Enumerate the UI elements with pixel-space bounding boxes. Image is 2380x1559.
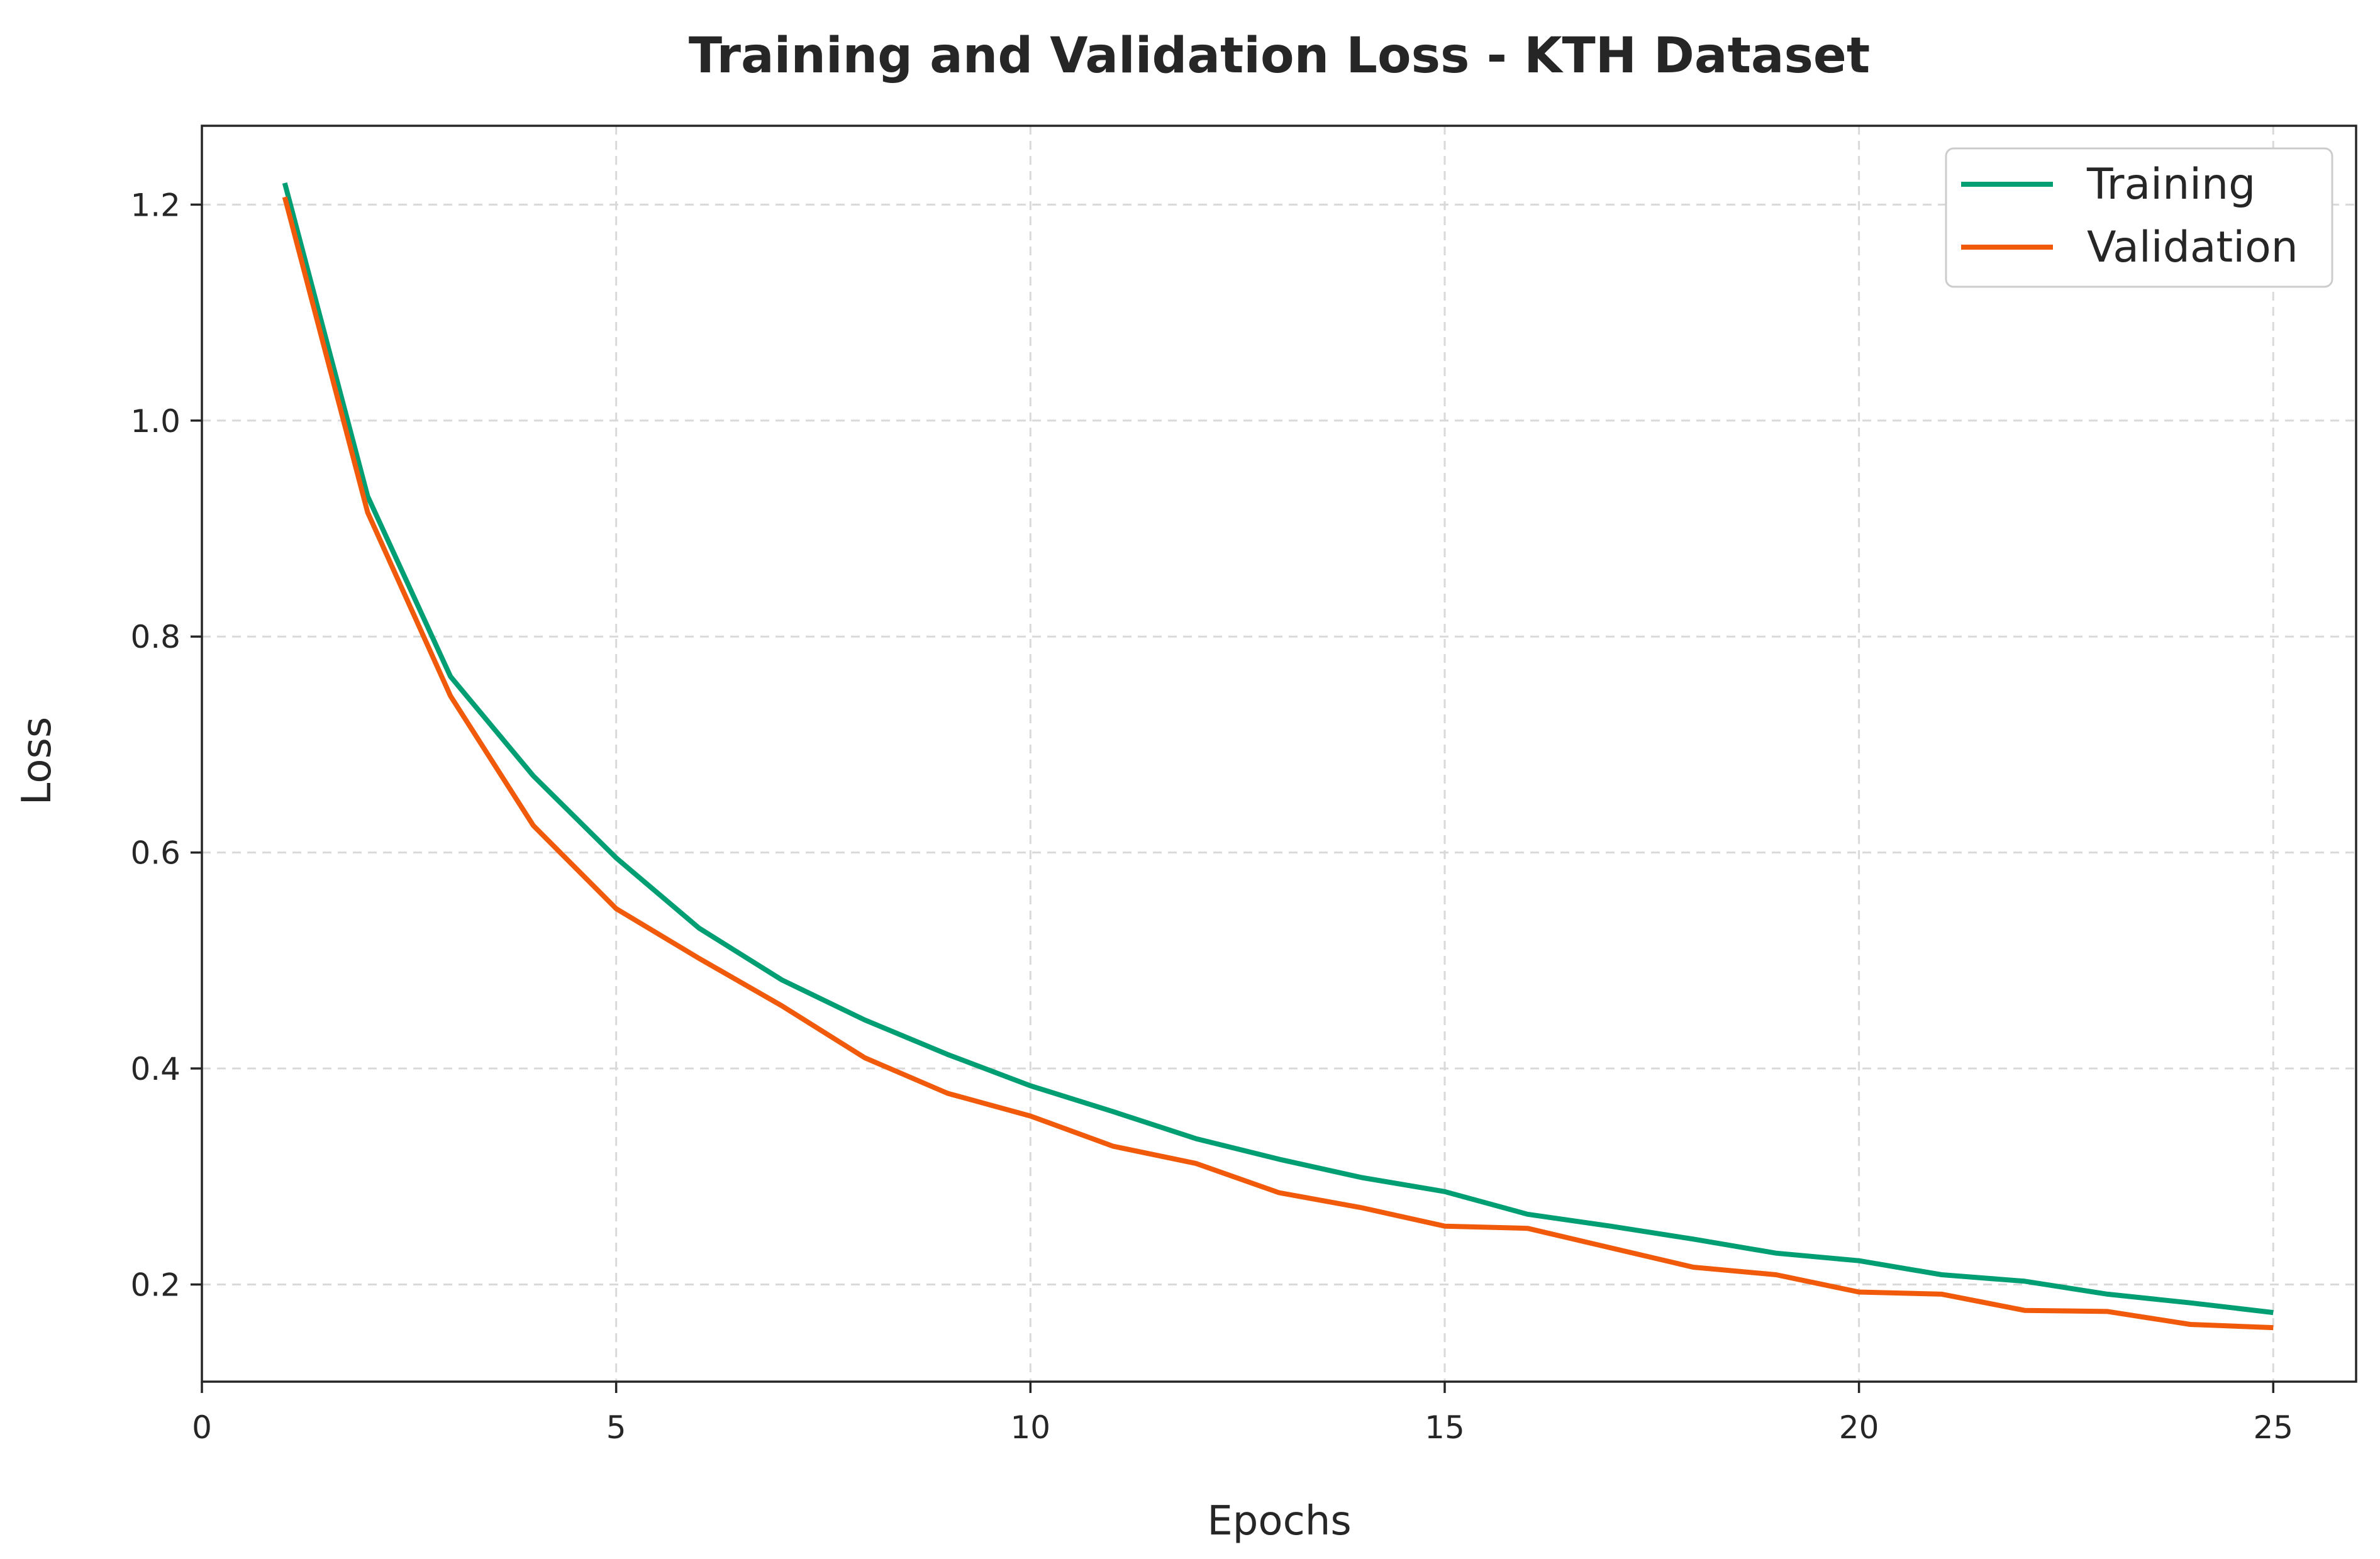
y-tick-label: 1.2 <box>130 187 181 223</box>
validation-series-line <box>282 196 2274 1331</box>
y-tick-label: 1.0 <box>130 403 181 440</box>
training-series-line <box>282 182 2274 1316</box>
plot-frame <box>201 125 2357 1383</box>
y-tick-label: 0.4 <box>130 1051 181 1087</box>
x-tick-label: 0 <box>192 1409 212 1446</box>
chart-title: Training and Validation Loss - KTH Datas… <box>689 28 1870 84</box>
x-tick-label: 10 <box>1010 1409 1050 1446</box>
legend: Training Validation <box>1945 147 2333 288</box>
series-layer <box>282 182 2274 1331</box>
x-tick-label: 15 <box>1425 1409 1465 1446</box>
legend-validation-label: Validation <box>2087 223 2298 272</box>
x-tick-label: 25 <box>2253 1409 2293 1446</box>
y-tick-label: 0.6 <box>130 835 181 872</box>
y-tick-label: 0.2 <box>130 1267 181 1303</box>
legend-training-label: Training <box>2086 160 2255 209</box>
y-axis-label: Loss <box>14 717 60 805</box>
x-tick-label: 5 <box>606 1409 626 1446</box>
x-axis-label: Epochs <box>1207 1498 1351 1545</box>
x-tick-label: 20 <box>1839 1409 1879 1446</box>
axis-ticks: 0 5 10 15 20 25 0.2 0.4 0.6 0.8 1.0 1.2 <box>130 187 2293 1446</box>
y-tick-label: 0.8 <box>130 619 181 655</box>
